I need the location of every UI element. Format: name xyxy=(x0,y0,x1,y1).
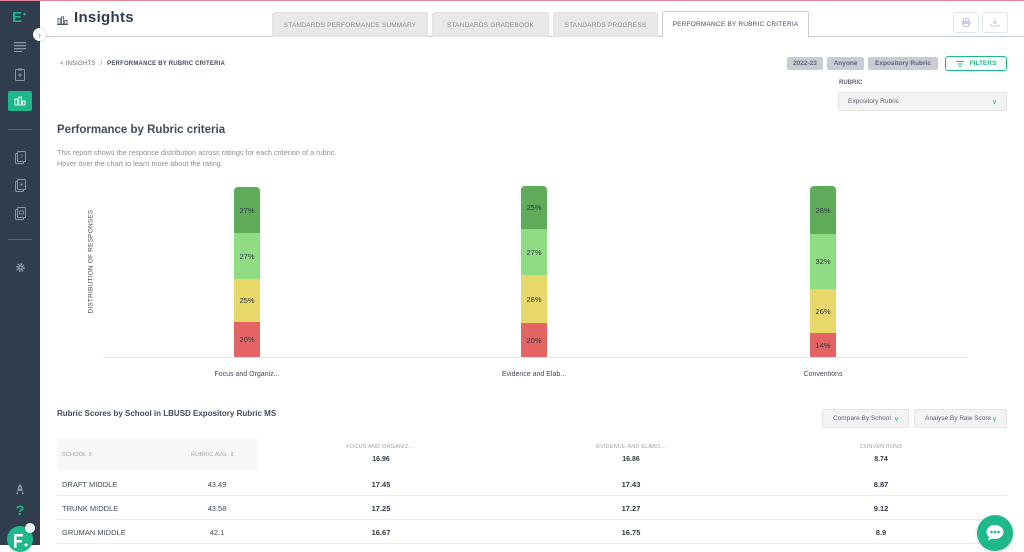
chat-button[interactable] xyxy=(977,515,1013,551)
bar-segment-rating-1[interactable]: 20% xyxy=(521,323,547,357)
download-icon xyxy=(990,18,1000,27)
bar-evidence-and-elaboration[interactable]: 25% 27% 28% 20% xyxy=(521,186,547,357)
filter-chip-audience: Anyone xyxy=(827,57,864,70)
cell-evidence: 17.27 xyxy=(621,503,641,513)
table-row[interactable]: DRAFT MIDDLE 43.49 17.45 17.43 8.87 xyxy=(57,472,1007,496)
table-title: Rubric Scores by School in LBUSD Exposit… xyxy=(57,409,277,418)
insights-icon[interactable] xyxy=(8,91,32,111)
item-bank-icon[interactable]: ? xyxy=(8,147,32,167)
section-title: Performance by Rubric criteria xyxy=(57,124,226,136)
column-header-school[interactable]: SCHOOL ⇕ xyxy=(62,452,93,458)
filter-chip-rubric: Expository Rubric xyxy=(868,57,938,70)
table-row[interactable]: TRUNK MIDDLE 43.58 17.25 17.27 9.12 xyxy=(57,496,1007,520)
x-axis-line xyxy=(103,357,967,358)
menu-icon[interactable] xyxy=(8,37,32,57)
x-category-label: Focus and Organiz... xyxy=(214,371,280,378)
test-library-icon[interactable] xyxy=(8,175,32,195)
app-logo[interactable]: E• xyxy=(12,9,27,26)
sidebar-divider xyxy=(8,129,32,130)
download-button[interactable] xyxy=(982,12,1008,33)
filter-icon xyxy=(955,60,964,67)
help-icon[interactable]: ? xyxy=(15,502,25,518)
bar-segment-rating-2[interactable]: 26% xyxy=(810,289,836,333)
sidebar-divider xyxy=(8,239,32,240)
bar-segment-rating-2[interactable]: 25% xyxy=(234,279,260,322)
status-badge-icon xyxy=(25,523,35,533)
y-axis-label: DISTRIBUTION OF RESPONSES xyxy=(87,209,95,314)
chevron-down-icon: ∨ xyxy=(991,416,997,423)
compare-by-dropdown[interactable]: Compare By School ∨ xyxy=(822,409,909,428)
filter-chip-year: 2022-23 xyxy=(787,57,823,70)
bar-focus-and-organization[interactable]: 27% 27% 25% 20% xyxy=(234,187,260,357)
bar-conventions[interactable]: 28% 32% 26% 14% xyxy=(810,186,836,357)
cell-evidence: 17.43 xyxy=(621,479,641,489)
bar-segment-rating-3[interactable]: 27% xyxy=(234,233,260,279)
chevron-down-icon: ∨ xyxy=(893,416,899,423)
sort-icon: ⇕ xyxy=(87,452,93,458)
table-header-fixed xyxy=(57,438,257,471)
cell-conventions: 8.9 xyxy=(875,527,887,537)
cell-focus: 17.45 xyxy=(371,479,391,489)
tab-performance-by-rubric-criteria[interactable]: PERFORMANCE BY RUBRIC CRITERIA xyxy=(662,11,809,38)
column-header-rubric-avg[interactable]: RUBRIC AVG. ⇕ xyxy=(191,452,235,458)
cell-focus: 16.67 xyxy=(371,527,391,537)
top-accent-line xyxy=(0,0,1024,1)
column-avg-focus: 16.96 xyxy=(372,456,390,463)
cell-school: TRUNK MIDDLE xyxy=(62,503,119,513)
column-header-focus: FOCUS AND ORGANIZ... xyxy=(346,444,414,450)
cell-conventions: 8.87 xyxy=(873,479,889,489)
assignments-icon[interactable] xyxy=(8,64,32,84)
bar-segment-rating-1[interactable]: 14% xyxy=(810,333,836,357)
breadcrumb-insights-link[interactable]: < INSIGHTS xyxy=(60,61,96,67)
chat-bubble-icon xyxy=(986,525,1004,541)
cell-rubric-avg: 42.1 xyxy=(209,527,225,537)
bar-segment-rating-2[interactable]: 28% xyxy=(521,275,547,323)
filters-button[interactable]: FILTERS xyxy=(945,56,1007,71)
chevron-down-icon: ∨ xyxy=(991,99,997,106)
rubric-select[interactable]: Expository Rubric ∨ xyxy=(838,92,1007,111)
analyse-by-dropdown[interactable]: Analyse By Raw Score ∨ xyxy=(914,409,1007,428)
svg-text:?: ? xyxy=(20,154,23,160)
insights-header-icon xyxy=(57,12,68,30)
bar-segment-rating-4[interactable]: 28% xyxy=(810,186,836,234)
print-icon xyxy=(961,18,971,27)
cell-rubric-avg: 43.49 xyxy=(207,479,227,489)
playlist-icon[interactable] xyxy=(8,203,32,223)
tab-standards-progress[interactable]: STANDARDS PROGRESS xyxy=(553,12,658,37)
column-header-evidence: EVIDENCE AND ELABO... xyxy=(596,444,666,450)
cell-conventions: 9.12 xyxy=(873,503,889,513)
tab-standards-performance-summary[interactable]: STANDARDS PERFORMANCE SUMMARY xyxy=(272,12,428,37)
column-avg-conventions: 8.74 xyxy=(874,456,888,463)
sidebar: E• ? ? xyxy=(0,0,40,552)
settings-icon[interactable] xyxy=(8,257,32,277)
page-title: Insights xyxy=(74,9,134,26)
cell-school: DRAFT MIDDLE xyxy=(62,479,118,489)
user-avatar[interactable] xyxy=(7,523,35,552)
rubric-label: RUBRIC xyxy=(839,80,863,86)
section-description: This report shows the response distribut… xyxy=(57,148,337,168)
table-row[interactable]: GRUMAN MIDDLE 42.1 16.67 16.75 8.9 xyxy=(57,520,1007,544)
bar-segment-rating-4[interactable]: 27% xyxy=(234,187,260,233)
bar-segment-rating-4[interactable]: 25% xyxy=(521,186,547,229)
column-avg-evidence: 16.86 xyxy=(622,456,640,463)
breadcrumb: < INSIGHTS / PERFORMANCE BY RUBRIC CRITE… xyxy=(60,61,226,67)
print-button[interactable] xyxy=(953,12,979,33)
cell-school: GRUMAN MIDDLE xyxy=(62,527,126,537)
cell-focus: 17.25 xyxy=(371,503,391,513)
tab-standards-gradebook[interactable]: STANDARDS GRADEBOOK xyxy=(432,12,549,37)
sidebar-expand-button[interactable]: › xyxy=(33,28,46,41)
bar-segment-rating-1[interactable]: 20% xyxy=(234,322,260,357)
sort-icon: ⇕ xyxy=(229,452,235,458)
column-header-conventions: CONVENTIONS xyxy=(859,444,903,450)
rocket-icon[interactable] xyxy=(8,480,32,500)
x-category-label: Evidence and Elab... xyxy=(501,371,567,378)
bar-segment-rating-3[interactable]: 32% xyxy=(810,234,836,289)
header: Insights STANDARDS PERFORMANCE SUMMARY S… xyxy=(40,0,1024,38)
bar-segment-rating-3[interactable]: 27% xyxy=(521,229,547,275)
cell-evidence: 16.75 xyxy=(621,527,641,537)
x-category-label: Conventions xyxy=(803,371,843,378)
breadcrumb-current: PERFORMANCE BY RUBRIC CRITERIA xyxy=(107,61,226,67)
cell-rubric-avg: 43.58 xyxy=(207,503,227,513)
